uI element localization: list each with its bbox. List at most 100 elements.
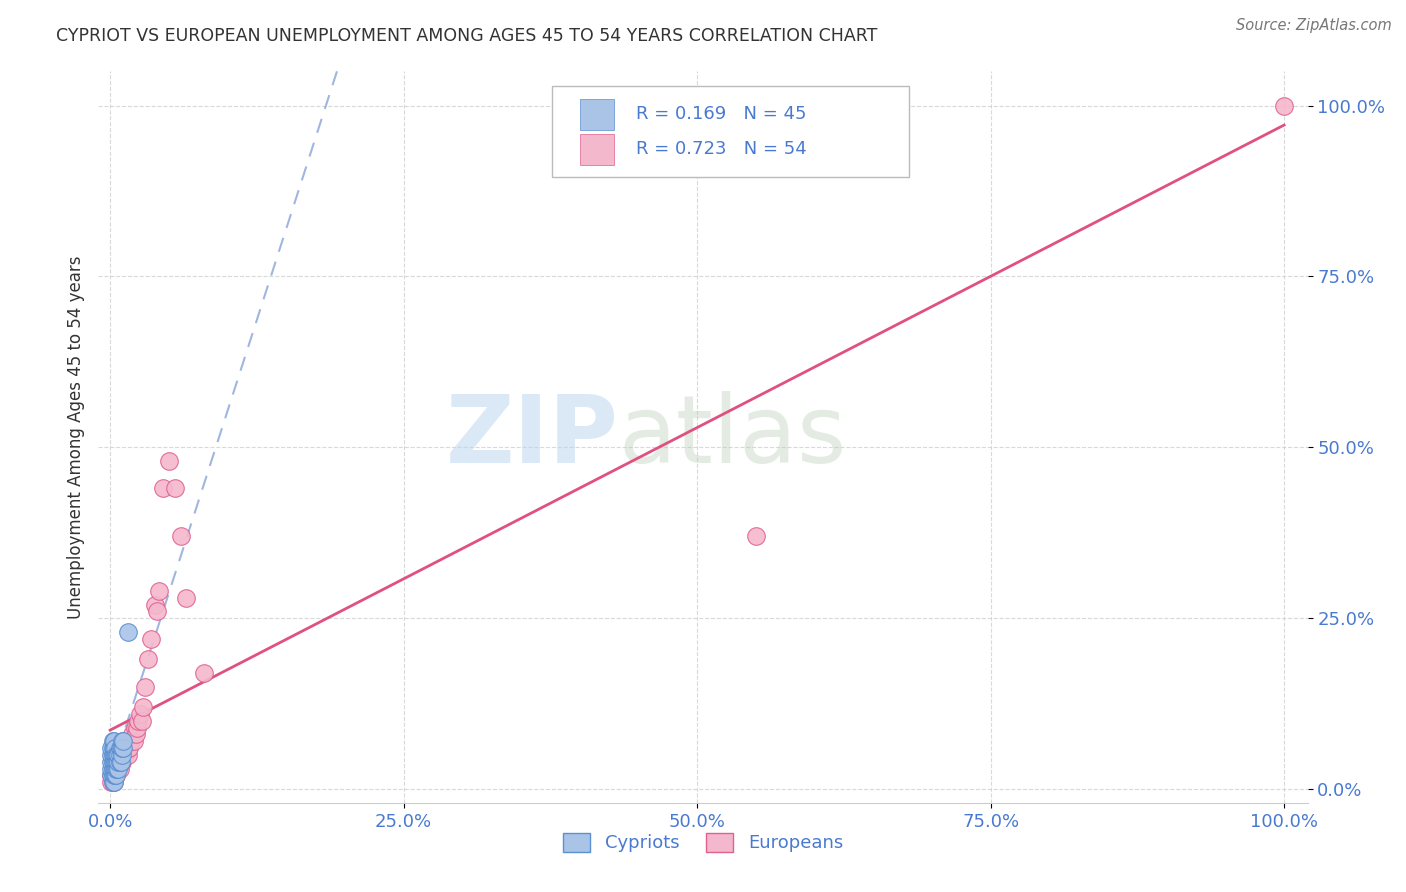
Point [105,747,128,762]
Point [110,755,132,769]
Point [120,734,142,748]
Point [101,755,124,769]
Point [101,775,124,789]
Text: ZIP: ZIP [446,391,619,483]
Point [104,762,127,776]
Point [193,665,215,680]
Point [104,762,127,776]
Point [124,721,146,735]
Point [105,755,128,769]
Point [111,747,134,762]
Point [104,755,127,769]
Point [117,747,139,762]
Point [127,721,149,735]
Point [121,727,143,741]
Point [101,775,124,789]
Point [100,762,122,776]
Point [131,714,153,728]
Point [111,741,134,756]
Text: R = 0.169   N = 45: R = 0.169 N = 45 [637,104,807,123]
Point [105,768,128,782]
Point [146,604,169,618]
Point [105,762,128,776]
Point [105,755,128,769]
Point [118,741,141,756]
Point [105,755,128,769]
Point [136,652,159,666]
Point [117,624,139,639]
Point [103,734,125,748]
Point [110,755,132,769]
Point [101,762,124,776]
Point [745,529,768,543]
Point [169,529,191,543]
Legend: Cypriots, Europeans: Cypriots, Europeans [555,826,851,860]
Point [103,775,125,789]
Point [100,775,122,789]
Text: R = 0.723   N = 54: R = 0.723 N = 54 [637,140,807,158]
Point [112,747,135,762]
Point [157,454,180,468]
FancyBboxPatch shape [579,99,613,130]
Y-axis label: Unemployment Among Ages 45 to 54 years: Unemployment Among Ages 45 to 54 years [66,255,84,619]
Point [103,755,125,769]
Point [103,762,125,776]
Point [105,762,128,776]
Point [110,741,132,756]
Point [115,741,138,756]
FancyBboxPatch shape [579,135,613,165]
Point [122,734,145,748]
Text: CYPRIOT VS EUROPEAN UNEMPLOYMENT AMONG AGES 45 TO 54 YEARS CORRELATION CHART: CYPRIOT VS EUROPEAN UNEMPLOYMENT AMONG A… [56,27,877,45]
Point [108,741,131,756]
Point [152,481,174,495]
Point [134,680,156,694]
FancyBboxPatch shape [551,86,908,178]
Point [100,741,122,756]
Text: atlas: atlas [619,391,846,483]
Point [100,755,122,769]
Point [114,747,136,762]
Point [101,741,124,756]
Point [128,706,150,721]
Text: Source: ZipAtlas.com: Source: ZipAtlas.com [1236,18,1392,33]
Point [101,734,124,748]
Point [127,714,149,728]
Point [101,768,124,782]
Point [132,700,155,714]
Point [107,755,129,769]
Point [105,755,128,769]
Point [104,741,127,756]
Point [103,762,125,776]
Point [105,762,128,776]
Point [103,747,125,762]
Point [107,755,129,769]
Point [148,583,170,598]
Point [101,768,124,782]
Point [103,768,125,782]
Point [1272,98,1295,112]
Point [112,741,135,756]
Point [103,768,125,782]
Point [120,734,142,748]
Point [101,747,124,762]
Point [111,734,134,748]
Point [108,747,131,762]
Point [141,632,163,646]
Point [107,762,129,776]
Point [104,768,127,782]
Point [104,768,127,782]
Point [117,741,139,756]
Point [100,768,122,782]
Point [143,598,166,612]
Point [104,747,127,762]
Point [103,741,125,756]
Point [105,747,128,762]
Point [105,762,128,776]
Point [108,762,131,776]
Point [105,768,128,782]
Point [100,768,122,782]
Point [107,762,129,776]
Point [103,775,125,789]
Point [112,741,135,756]
Point [112,734,135,748]
